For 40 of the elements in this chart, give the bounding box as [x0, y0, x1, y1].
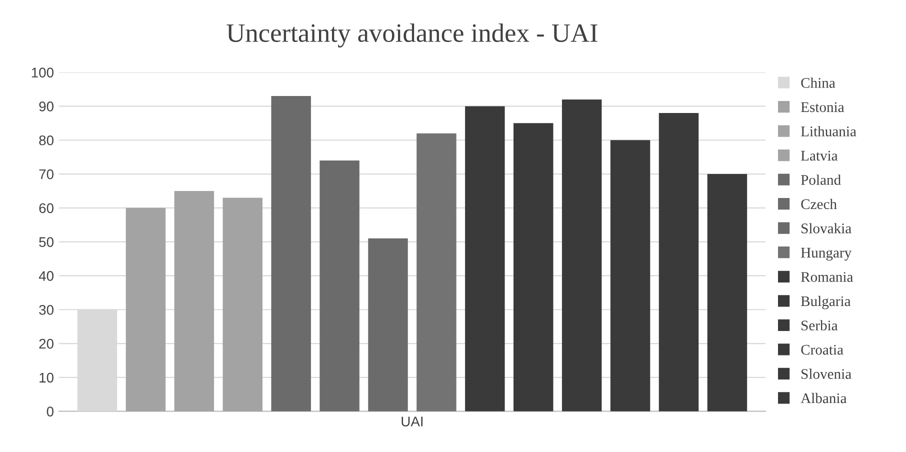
- bar: [465, 106, 505, 412]
- bar: [368, 238, 408, 412]
- y-tick-label: 0: [46, 406, 54, 416]
- bar: [416, 133, 456, 412]
- bar: [174, 190, 214, 412]
- bar: [658, 113, 699, 412]
- y-tick-label: 20: [39, 338, 54, 349]
- legend-label: Poland: [800, 174, 841, 185]
- legend-label: Lithuania: [800, 126, 856, 136]
- bar: [320, 160, 360, 412]
- bar: [222, 198, 262, 412]
- legend-label: Albania: [800, 392, 847, 404]
- legend-label: Estonia: [800, 102, 844, 112]
- x-tick-label: UAI: [402, 416, 423, 426]
- legend-label: China: [801, 78, 836, 88]
- y-tick-label: 40: [38, 271, 54, 281]
- y-tick-label: 90: [39, 102, 54, 112]
- legend-label: Croatia: [801, 344, 844, 355]
- legend-label: Latvia: [800, 150, 838, 161]
- bar: [126, 208, 166, 412]
- y-tick-label: 10: [40, 372, 54, 383]
- y-tick-label: 100: [32, 68, 54, 78]
- bar: [562, 99, 602, 412]
- legend-label: Slovenia: [802, 368, 852, 379]
- y-tick-label: 30: [39, 304, 54, 315]
- bar: [271, 96, 311, 412]
- legend-label: Czech: [801, 198, 837, 210]
- legend-label: Slovakia: [802, 223, 852, 234]
- legend-label: Bulgaria: [800, 296, 851, 310]
- bar: [707, 174, 748, 412]
- chart-title: Uncertainty avoidance index - UAI: [226, 23, 598, 48]
- y-tick-label: 80: [39, 135, 54, 146]
- bar: [514, 123, 554, 412]
- legend-label: Romania: [800, 272, 854, 282]
- legend-label: Hungary: [800, 248, 852, 261]
- y-tick-label: 70: [39, 169, 54, 180]
- y-tick-label: 60: [39, 203, 54, 214]
- y-tick-label: 50: [39, 237, 54, 247]
- bar: [610, 140, 650, 412]
- legend-label: Serbia: [802, 320, 838, 330]
